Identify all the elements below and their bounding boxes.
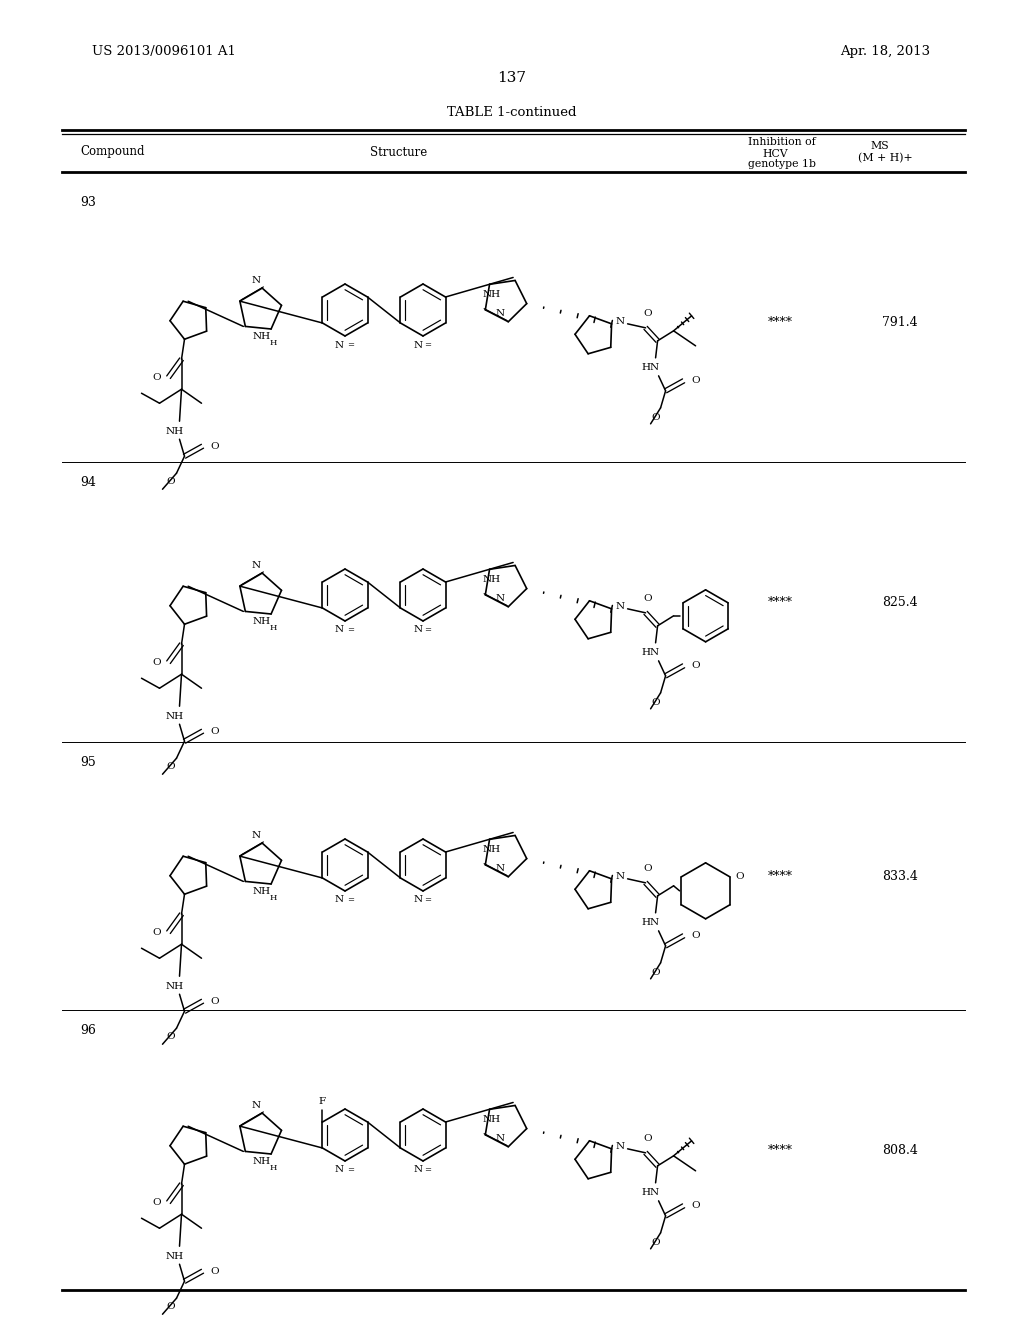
Text: ****: **** [768,595,793,609]
Text: O: O [651,413,659,422]
Text: (M + H)+: (M + H)+ [858,153,912,164]
Text: N: N [496,865,505,874]
Text: O: O [691,661,699,671]
Text: TABLE 1-continued: TABLE 1-continued [447,107,577,120]
Text: NH: NH [252,1156,270,1166]
Text: N: N [252,1101,261,1110]
Text: O: O [735,873,744,882]
Text: O: O [153,372,161,381]
Text: O: O [166,1032,175,1040]
Text: 833.4: 833.4 [882,870,918,883]
Text: 96: 96 [80,1023,96,1036]
Text: MS: MS [870,141,889,150]
Text: O: O [210,442,219,450]
Text: F: F [318,1097,326,1106]
Text: N: N [496,594,505,603]
Text: O: O [166,1302,175,1311]
Text: NH: NH [166,711,183,721]
Text: =: = [425,1166,431,1173]
Text: ****: **** [768,870,793,883]
Text: Compound: Compound [80,145,144,158]
Text: NH: NH [166,426,183,436]
Text: N: N [615,317,625,326]
Text: H: H [269,1164,276,1172]
Text: O: O [651,698,659,708]
Text: N: N [496,309,505,318]
Text: H: H [269,624,276,632]
Text: N: N [335,626,344,635]
Text: NH: NH [166,1251,183,1261]
Text: Inhibition of: Inhibition of [748,137,816,147]
Text: O: O [210,1267,219,1275]
Text: O: O [651,1238,659,1247]
Text: =: = [425,896,431,904]
Text: =: = [347,626,354,634]
Text: =: = [347,1166,354,1173]
Text: 808.4: 808.4 [882,1143,918,1156]
Text: O: O [153,928,161,937]
Text: O: O [691,376,699,385]
Text: N: N [496,1134,505,1143]
Text: HN: HN [641,1188,659,1197]
Text: H: H [269,894,276,902]
Text: N: N [615,873,625,882]
Text: Apr. 18, 2013: Apr. 18, 2013 [840,45,930,58]
Text: 791.4: 791.4 [883,315,918,329]
Text: US 2013/0096101 A1: US 2013/0096101 A1 [92,45,236,58]
Text: NH: NH [166,982,183,991]
Text: N: N [335,1166,344,1175]
Text: NH: NH [482,845,501,854]
Text: O: O [691,932,699,940]
Text: NH: NH [482,1115,501,1123]
Text: O: O [166,477,175,486]
Text: HCV: HCV [762,149,787,158]
Text: HN: HN [641,648,659,657]
Text: N: N [252,276,261,285]
Text: O: O [691,1201,699,1210]
Text: N: N [414,895,423,904]
Text: H: H [269,339,276,347]
Text: Structure: Structure [370,145,427,158]
Text: NH: NH [482,574,501,583]
Text: O: O [210,997,219,1006]
Text: NH: NH [252,616,270,626]
Text: O: O [643,594,652,603]
Text: O: O [210,727,219,735]
Text: NH: NH [252,887,270,895]
Text: N: N [335,341,344,350]
Text: ****: **** [768,1143,793,1156]
Text: NH: NH [482,290,501,298]
Text: genotype 1b: genotype 1b [748,158,816,169]
Text: =: = [425,341,431,348]
Text: N: N [414,1166,423,1175]
Text: ****: **** [768,315,793,329]
Text: NH: NH [252,331,270,341]
Text: 94: 94 [80,475,96,488]
Text: O: O [651,969,659,977]
Text: N: N [414,626,423,635]
Text: O: O [166,762,175,771]
Text: N: N [615,602,625,611]
Text: O: O [643,309,652,318]
Text: =: = [347,896,354,904]
Text: =: = [425,626,431,634]
Text: N: N [414,341,423,350]
Text: N: N [335,895,344,904]
Text: 137: 137 [498,71,526,84]
Text: 825.4: 825.4 [883,595,918,609]
Text: N: N [252,561,261,570]
Text: O: O [643,1134,652,1143]
Text: =: = [347,341,354,348]
Text: N: N [252,830,261,840]
Text: O: O [153,657,161,667]
Text: HN: HN [641,919,659,928]
Text: N: N [615,1142,625,1151]
Text: O: O [153,1197,161,1206]
Text: HN: HN [641,363,659,372]
Text: O: O [643,865,652,874]
Text: 95: 95 [80,755,96,768]
Text: 93: 93 [80,195,96,209]
